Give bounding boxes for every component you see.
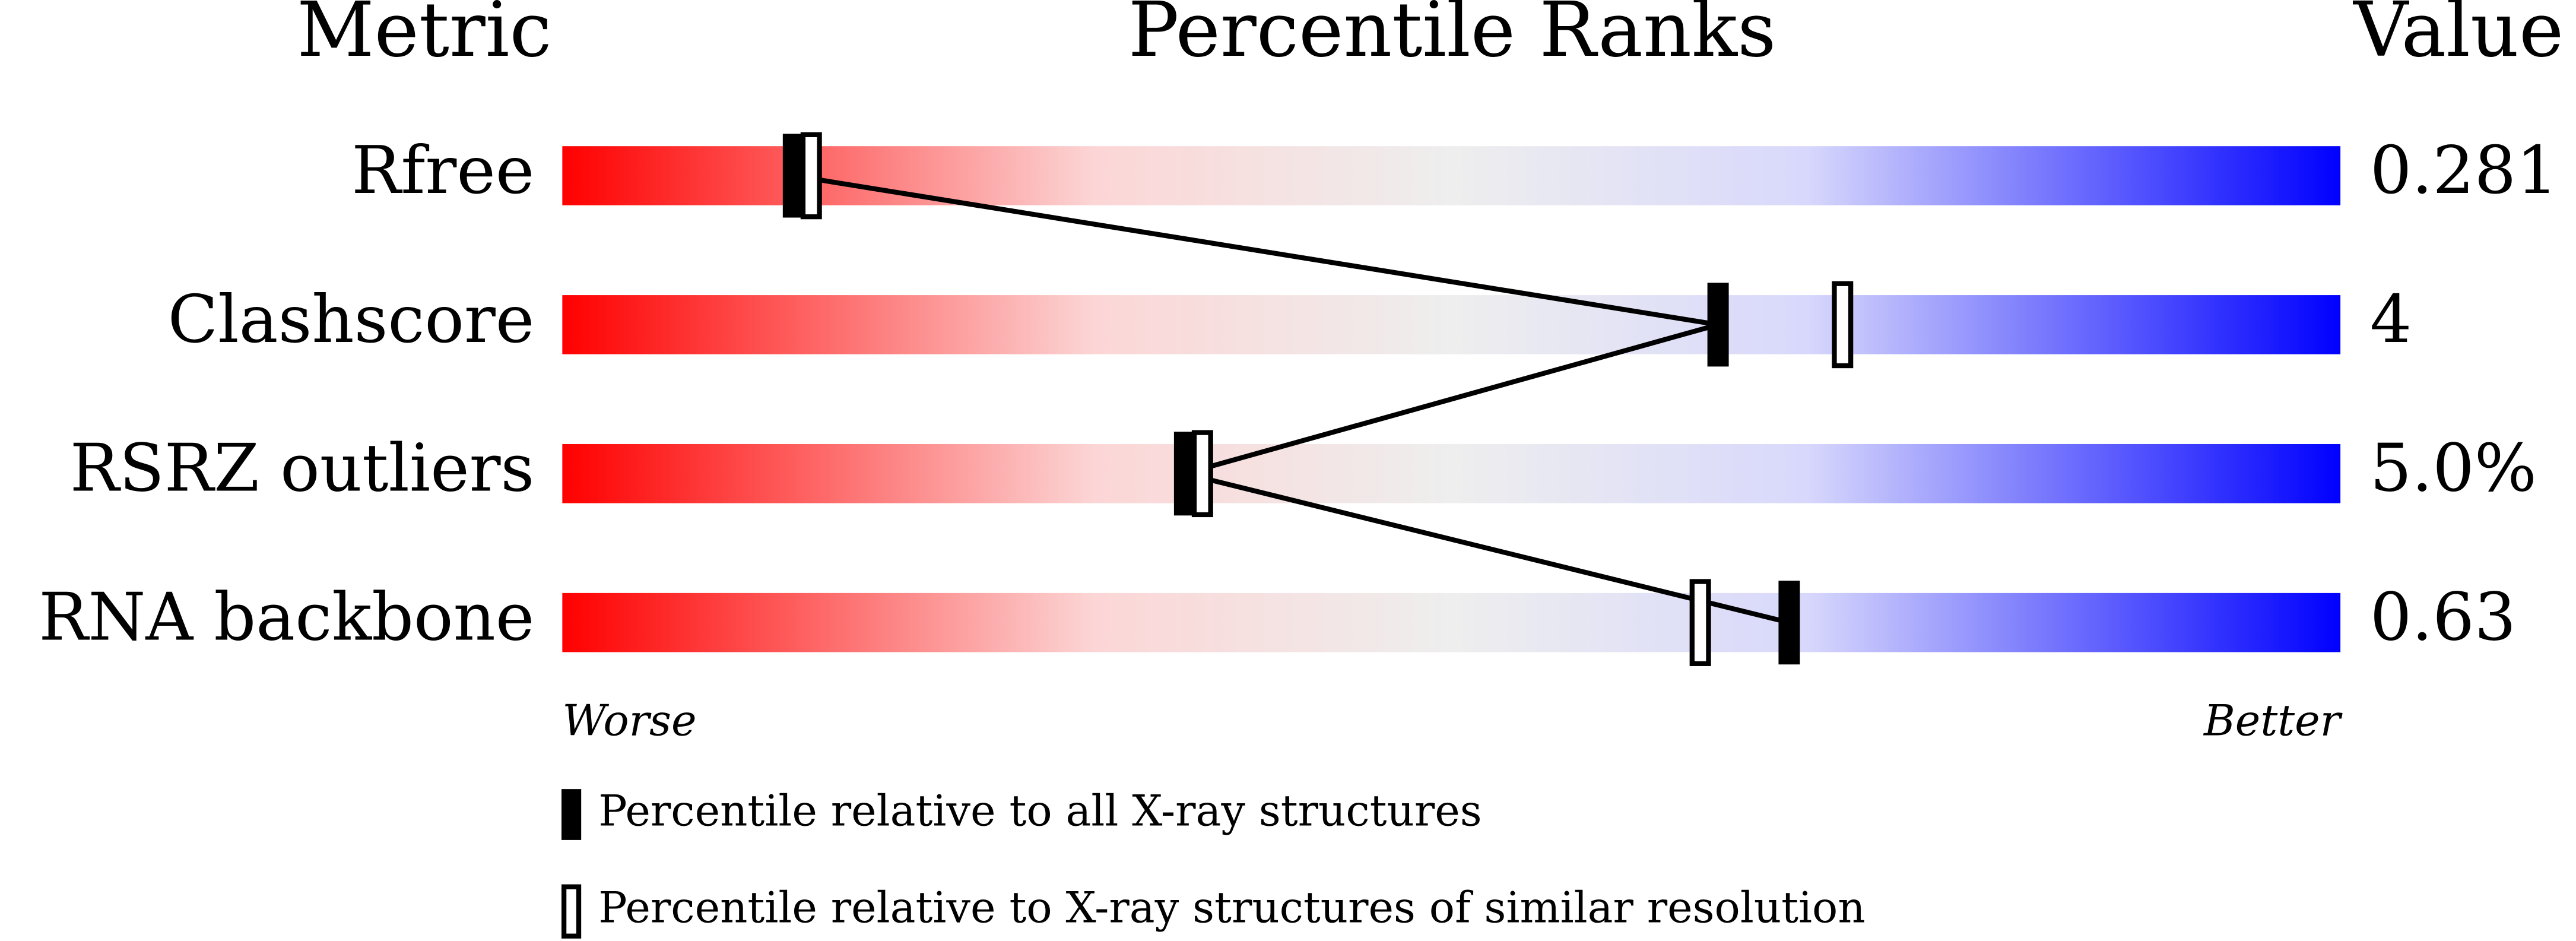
percentile-marker [1778, 581, 1800, 665]
percentile-bar [562, 593, 2341, 652]
column-header: Metric [297, 0, 551, 74]
column-header: Value [2352, 0, 2564, 74]
metric-value: 5.0% [2370, 430, 2537, 507]
percentile-bar [562, 146, 2341, 205]
percentile-marker [1832, 281, 1854, 369]
percentile-marker [1707, 283, 1729, 367]
metric-label: RSRZ outliers [70, 430, 535, 507]
percentile-bar [562, 295, 2341, 354]
percentile-marker [1173, 432, 1195, 516]
metric-label: RNA backbone [39, 579, 534, 656]
legend-label: Percentile relative to X-ray structures … [598, 883, 1865, 933]
legend-marker [561, 884, 582, 939]
metric-value: 0.281 [2370, 132, 2558, 209]
percentile-marker [1689, 579, 1711, 666]
legend-marker [561, 789, 582, 840]
metric-label: Rfree [351, 132, 534, 209]
legend-label: Percentile relative to all X-ray structu… [598, 786, 1481, 836]
percentile-marker [782, 134, 804, 218]
metric-value: 4 [2370, 281, 2412, 358]
percentile-marker [1191, 430, 1213, 518]
metric-label: Clashscore [168, 281, 535, 358]
connector-line [793, 173, 1790, 625]
column-header: Percentile Ranks [1128, 0, 1776, 74]
percentile-marker [800, 132, 822, 220]
axis-end-label: Better [2203, 695, 2343, 745]
metric-value: 0.63 [2370, 579, 2516, 656]
axis-end-label: Worse [562, 695, 696, 745]
percentile-bar [562, 443, 2341, 503]
